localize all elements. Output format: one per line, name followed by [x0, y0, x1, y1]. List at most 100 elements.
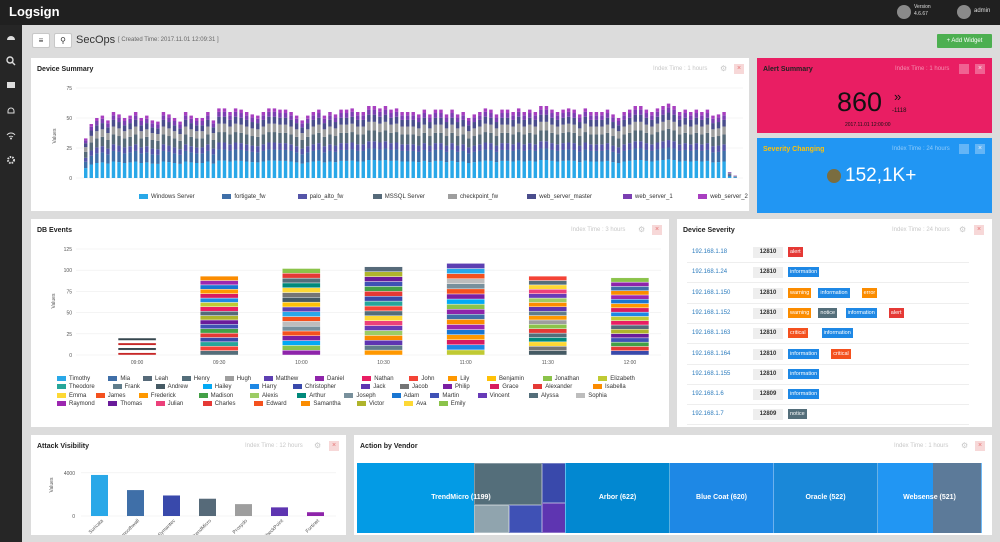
legend-item[interactable]: Theodore [57, 384, 95, 390]
reports-icon[interactable] [3, 77, 19, 93]
gear-icon[interactable] [959, 64, 969, 74]
device-ip-link[interactable]: 192.168.1.155 [692, 370, 731, 377]
legend-item[interactable]: Isabella [593, 384, 626, 390]
search-button[interactable]: ⚲ [54, 33, 72, 48]
treemap-cell[interactable]: Blue Coat (620) [670, 463, 774, 533]
device-ip-link[interactable]: 192.168.1.6 [692, 391, 724, 398]
close-icon[interactable]: × [652, 225, 662, 235]
close-icon[interactable]: × [329, 441, 339, 451]
legend-item[interactable]: Arthur [297, 392, 326, 399]
add-widget-button[interactable]: + Add Widget [937, 34, 992, 48]
treemap-cell[interactable]: TrendMicro (1199) [357, 463, 566, 533]
legend-item[interactable]: Windows Server [139, 194, 195, 200]
legend-item[interactable]: Ava [404, 400, 426, 407]
menu-button[interactable]: ≡ [32, 33, 50, 48]
legend-item[interactable]: Madison [198, 392, 233, 399]
treemap-cell[interactable]: Arbor (622) [566, 463, 670, 533]
legend-item[interactable]: Matthew [263, 376, 298, 382]
user-avatar-icon[interactable] [957, 5, 971, 19]
treemap-cell[interactable]: Oracle (522) [774, 463, 878, 533]
legend-item[interactable]: Harry [250, 384, 277, 390]
legend-item[interactable]: Alexander [533, 384, 572, 390]
user-name[interactable]: admin [974, 8, 991, 14]
legend-item[interactable]: Lily [448, 376, 469, 382]
legend-item[interactable]: John [409, 376, 434, 382]
device-ip-link[interactable]: 192.168.1.18 [692, 249, 728, 255]
search-icon[interactable] [3, 53, 19, 69]
legend-item[interactable]: MSSQL Server [372, 194, 425, 200]
legend-item[interactable]: Mia [108, 376, 130, 382]
close-icon[interactable]: × [975, 144, 985, 154]
legend-item[interactable]: Frank [112, 384, 140, 390]
legend-item[interactable]: Nathan [362, 376, 394, 382]
legend-item[interactable]: Martin [430, 392, 459, 399]
dashboard-icon[interactable] [3, 30, 19, 46]
legend-item[interactable]: Henry [181, 376, 210, 382]
legend-item[interactable]: Victor [357, 400, 384, 407]
legend-item[interactable]: Elizabeth [598, 376, 635, 382]
legend-item[interactable]: fortigate_fw [222, 194, 265, 200]
treemap-cell[interactable]: Websense (521) [878, 463, 982, 533]
legend-item[interactable]: Edward [254, 400, 287, 407]
bar-segment [627, 113, 632, 118]
legend-item[interactable]: Alyssa [529, 392, 559, 399]
treemap-subcell[interactable] [474, 463, 542, 505]
legend-item[interactable]: Thomas [108, 400, 142, 407]
legend-item[interactable]: Hugh [224, 376, 251, 382]
close-icon[interactable]: × [975, 441, 985, 451]
legend-item[interactable]: web_server_master [527, 194, 592, 200]
gear-icon[interactable]: ⚙ [959, 225, 967, 234]
gear-icon[interactable]: ⚙ [961, 441, 969, 450]
device-ip-link[interactable]: 192.168.1.152 [692, 309, 731, 316]
legend-item[interactable]: Vincent [477, 392, 510, 399]
treemap-subcell[interactable] [542, 503, 565, 533]
gear-icon[interactable] [959, 144, 969, 154]
legend-item[interactable]: Hailey [202, 384, 231, 390]
legend-item[interactable]: Leah [143, 376, 168, 382]
treemap-subcell[interactable] [474, 505, 509, 533]
legend-item[interactable]: Timothy [57, 376, 90, 382]
legend-item[interactable]: James [95, 392, 125, 399]
legend-item[interactable]: Philip [443, 384, 470, 390]
legend-item[interactable]: web_server_1 [623, 194, 673, 200]
legend-item[interactable]: Joseph [344, 392, 376, 399]
legend-item[interactable]: Raymond [57, 400, 95, 407]
legend-item[interactable]: palo_alto_fw [297, 194, 343, 200]
gear-icon[interactable]: ⚙ [314, 441, 322, 450]
legend-item[interactable]: Christopher [293, 384, 336, 390]
legend-item[interactable]: Sophia [576, 392, 607, 399]
legend-item[interactable]: Charles [202, 400, 235, 407]
close-icon[interactable]: × [734, 64, 744, 74]
alarm-icon[interactable] [3, 103, 19, 119]
device-ip-link[interactable]: 192.168.1.163 [692, 330, 731, 337]
legend-item[interactable]: Jack [361, 384, 386, 390]
legend-item[interactable]: Jacob [400, 384, 428, 390]
treemap-subcell[interactable] [509, 505, 542, 533]
gear-icon[interactable]: ⚙ [638, 225, 646, 234]
legend-item[interactable]: Daniel [315, 376, 344, 382]
legend-item[interactable]: Adam [391, 392, 419, 399]
device-ip-link[interactable]: 192.168.1.164 [692, 350, 731, 357]
legend-item[interactable]: checkpoint_fw [448, 194, 498, 200]
legend-item[interactable]: Benjamin [487, 376, 524, 382]
device-ip-link[interactable]: 192.168.1.7 [692, 411, 724, 418]
network-icon[interactable] [3, 127, 19, 143]
legend-item[interactable]: web_server_2 [698, 194, 748, 200]
legend-item[interactable]: Julian [155, 400, 183, 407]
close-icon[interactable]: × [975, 64, 985, 74]
gear-icon[interactable]: ⚙ [720, 64, 728, 73]
legend-item[interactable]: Alexis [250, 392, 278, 399]
legend-item[interactable]: Emma [57, 392, 86, 399]
close-icon[interactable]: × [974, 225, 984, 235]
treemap-subcell[interactable] [542, 463, 565, 503]
legend-item[interactable]: Jonathan [542, 376, 579, 382]
legend-item[interactable]: Andrew [155, 384, 188, 390]
device-ip-link[interactable]: 192.168.1.24 [692, 269, 728, 276]
legend-item[interactable]: Emily [438, 400, 465, 407]
legend-item[interactable]: Samantha [301, 400, 341, 407]
legend-item[interactable]: Grace [490, 384, 519, 390]
treemap-subcell[interactable] [933, 463, 981, 533]
device-ip-link[interactable]: 192.168.1.150 [692, 289, 731, 296]
legend-item[interactable]: Frederick [138, 392, 176, 399]
settings-icon[interactable] [3, 152, 19, 168]
